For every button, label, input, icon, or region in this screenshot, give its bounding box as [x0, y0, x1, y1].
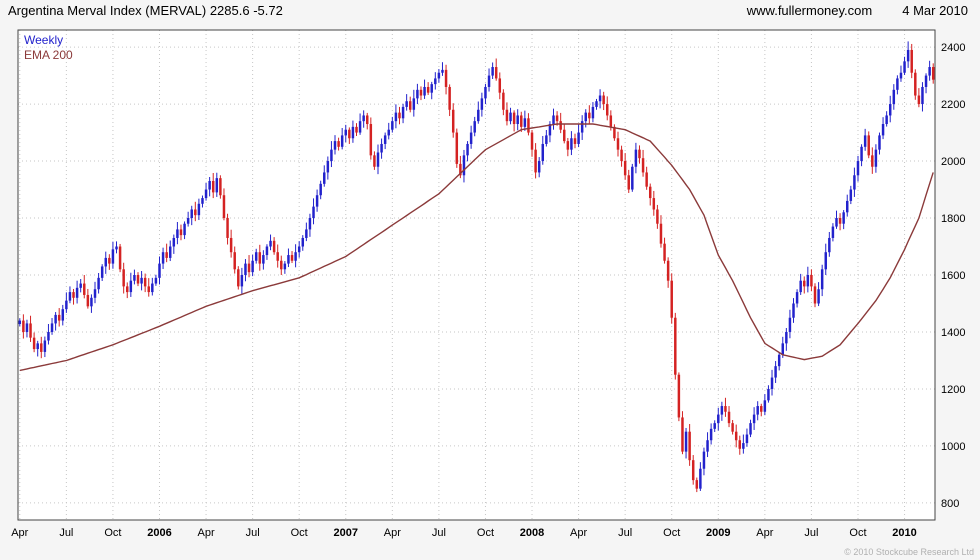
chart-legend: Weekly EMA 200: [24, 33, 73, 63]
svg-text:1400: 1400: [941, 327, 965, 339]
svg-text:2400: 2400: [941, 42, 965, 54]
svg-text:2008: 2008: [520, 527, 544, 539]
svg-text:Oct: Oct: [104, 527, 121, 539]
copyright-text: © 2010 Stockcube Research Ltd: [844, 547, 974, 557]
svg-text:Apr: Apr: [11, 527, 28, 539]
legend-weekly-label: Weekly: [24, 33, 64, 47]
svg-text:Oct: Oct: [477, 527, 494, 539]
svg-text:800: 800: [941, 498, 959, 510]
svg-text:Jul: Jul: [432, 527, 446, 539]
svg-text:2000: 2000: [941, 156, 965, 168]
svg-text:2200: 2200: [941, 99, 965, 111]
svg-text:1800: 1800: [941, 213, 965, 225]
chart-header: Argentina Merval Index (MERVAL) 2285.6 -…: [8, 3, 968, 25]
svg-text:Oct: Oct: [849, 527, 866, 539]
svg-text:Oct: Oct: [663, 527, 680, 539]
svg-text:Oct: Oct: [291, 527, 308, 539]
svg-text:2006: 2006: [147, 527, 171, 539]
svg-text:1200: 1200: [941, 384, 965, 396]
svg-text:Apr: Apr: [384, 527, 401, 539]
header-right: www.fullermoney.com 4 Mar 2010: [747, 3, 968, 18]
website-text: www.fullermoney.com: [746, 3, 873, 18]
svg-text:Jul: Jul: [246, 527, 260, 539]
svg-text:Apr: Apr: [197, 527, 214, 539]
legend-ema-label: EMA 200: [24, 48, 73, 62]
svg-text:1000: 1000: [941, 441, 965, 453]
chart-title: Argentina Merval Index (MERVAL) 2285.6 -…: [8, 3, 283, 18]
svg-text:Jul: Jul: [59, 527, 73, 539]
svg-text:Apr: Apr: [570, 527, 587, 539]
svg-text:Jul: Jul: [804, 527, 818, 539]
svg-text:2007: 2007: [334, 527, 358, 539]
svg-text:1600: 1600: [941, 270, 965, 282]
date-text: 4 Mar 2010: [902, 3, 968, 18]
svg-text:Apr: Apr: [756, 527, 773, 539]
svg-text:Jul: Jul: [618, 527, 632, 539]
svg-text:2010: 2010: [892, 527, 916, 539]
svg-text:2009: 2009: [706, 527, 730, 539]
